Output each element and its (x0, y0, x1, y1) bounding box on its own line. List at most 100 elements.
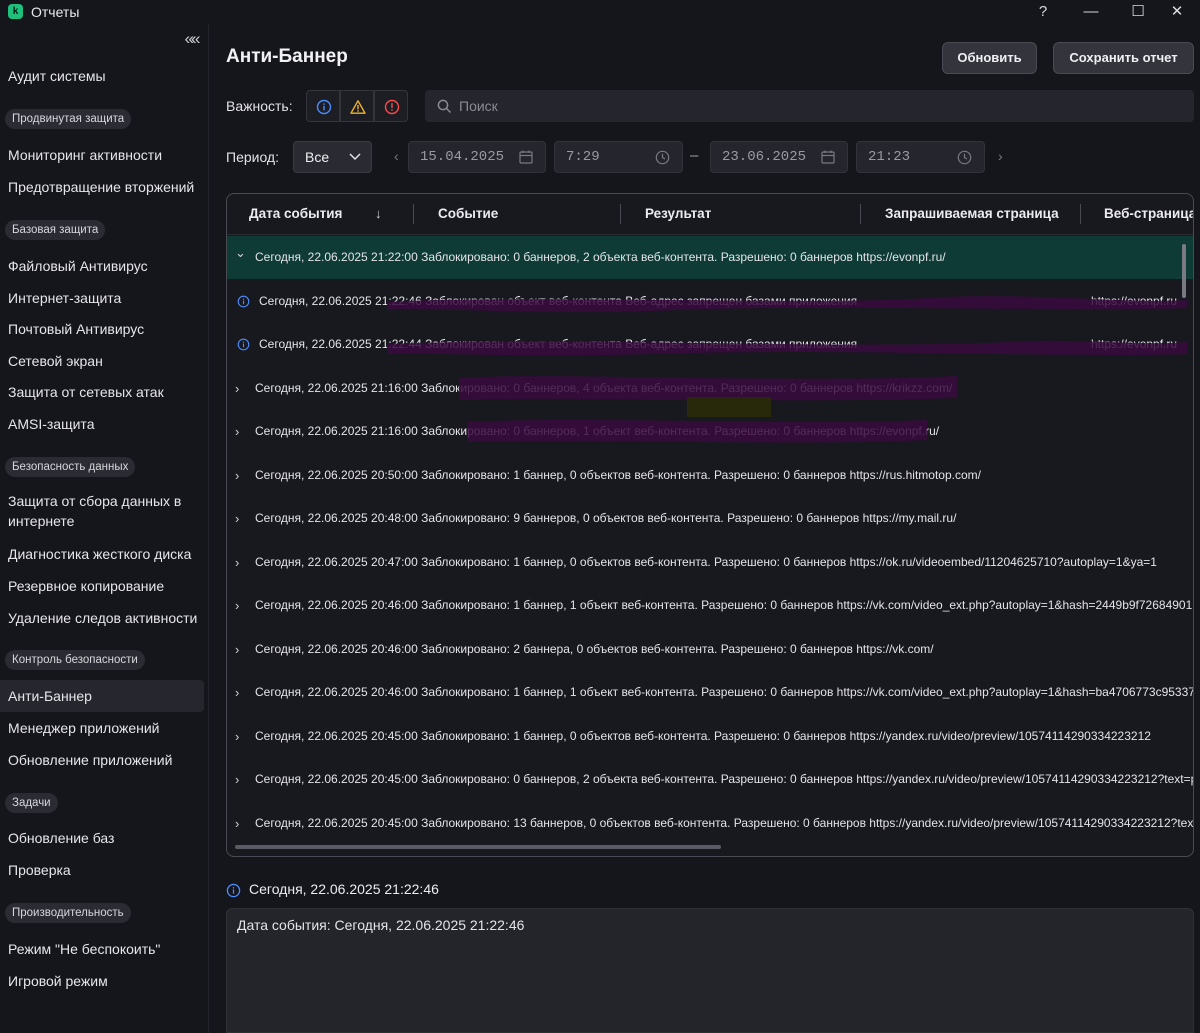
time-from-value: 7:29 (566, 149, 600, 165)
clock-icon (655, 150, 670, 165)
row-text: Сегодня, 22.06.2025 21:16:00 Заблокирова… (255, 424, 940, 438)
critical-icon (384, 99, 400, 115)
sidebar-item[interactable]: Сетевой экран (8, 353, 103, 369)
time-to-field[interactable]: 21:23 (856, 141, 985, 173)
date-from-field[interactable]: 15.04.2025 (408, 141, 546, 173)
refresh-button[interactable]: Обновить (942, 42, 1037, 74)
period-select-value: Все (305, 149, 330, 165)
row-text: Сегодня, 22.06.2025 20:50:00 Заблокирова… (255, 467, 981, 482)
table-row[interactable]: › Сегодня, 22.06.2025 20:48:00 Заблокиров… (227, 497, 1193, 540)
table-row[interactable]: › Сегодня, 22.06.2025 21:16:00 Заблокиров… (227, 410, 1193, 453)
date-to-field[interactable]: 23.06.2025 (710, 141, 848, 173)
info-icon (316, 99, 332, 115)
table-row[interactable]: ⌄ Сегодня, 22.06.2025 21:22:00 Заблокиров… (227, 236, 1193, 279)
sidebar-item[interactable]: Режим "Не беспокоить" (8, 941, 161, 957)
close-button[interactable]: ✕ (1170, 3, 1184, 20)
period-select[interactable]: Все (293, 141, 372, 173)
calendar-icon (519, 150, 533, 164)
sidebar-section-label: Контроль безопасности (5, 650, 145, 670)
row-text: Сегодня, 22.06.2025 20:45:00 Заблокирова… (255, 728, 1151, 743)
help-button[interactable]: ? (1038, 3, 1048, 20)
chevron-right-icon[interactable]: › (235, 554, 240, 570)
sidebar-item[interactable]: Аудит системы (8, 68, 106, 84)
severity-info-toggle[interactable] (306, 90, 340, 122)
table-row[interactable]: › Сегодня, 22.06.2025 20:45:00 Заблокиров… (227, 715, 1193, 758)
page-title: Анти-Баннер (226, 46, 348, 67)
row-text: Сегодня, 22.06.2025 21:22:00 Заблокирова… (255, 250, 946, 264)
sidebar-item[interactable]: Резервное копирование (8, 578, 165, 594)
table-row[interactable]: › Сегодня, 22.06.2025 20:46:00 Заблокиров… (227, 628, 1193, 671)
table-row[interactable]: Сегодня, 22.06.2025 21:22:46 Заблокирова… (227, 280, 1193, 323)
column-separator[interactable] (413, 204, 414, 224)
chevron-down-icon[interactable]: ⌄ (235, 245, 246, 260)
sidebar-item[interactable]: Интернет-защита (8, 290, 122, 306)
column-separator[interactable] (620, 204, 621, 224)
chevron-right-icon[interactable]: › (235, 511, 240, 526)
events-table: Дата события ↓ Событие Результат Запраши… (226, 193, 1194, 857)
vertical-scrollbar[interactable] (1182, 244, 1186, 298)
column-web-page[interactable]: Веб-страница (1104, 206, 1194, 221)
chevron-right-icon[interactable]: › (235, 685, 240, 700)
table-row[interactable]: › Сегодня, 22.06.2025 20:47:00 Заблокиров… (227, 541, 1193, 584)
column-requested-page[interactable]: Запрашиваемая страница (885, 206, 1059, 221)
column-separator[interactable] (1080, 204, 1081, 224)
sidebar-item[interactable]: Мониторинг активности (8, 147, 163, 163)
table-row[interactable]: › Сегодня, 22.06.2025 20:46:00 Заблокиров… (227, 671, 1193, 714)
chevron-right-icon[interactable]: › (235, 815, 240, 831)
column-separator[interactable] (860, 204, 861, 224)
row-text: Сегодня, 22.06.2025 20:46:00 Заблокирова… (255, 598, 1194, 612)
table-body: ⌄ Сегодня, 22.06.2025 21:22:00 Заблокиров… (227, 236, 1194, 846)
chevron-right-icon[interactable]: › (235, 772, 240, 787)
time-from-field[interactable]: 7:29 (554, 141, 683, 173)
sort-down-icon[interactable]: ↓ (375, 206, 382, 221)
column-event[interactable]: Событие (438, 206, 499, 221)
row-url: https://evonpf.ru (1091, 337, 1178, 351)
maximize-button[interactable]: ☐ (1131, 3, 1145, 20)
sidebar-item[interactable]: Проверка (8, 862, 71, 878)
save-report-button[interactable]: Сохранить отчет (1053, 42, 1194, 74)
column-date[interactable]: Дата события (249, 206, 343, 221)
search-input[interactable] (459, 90, 1159, 122)
app-logo-icon: k (8, 4, 23, 19)
collapse-sidebar-icon[interactable]: «« (184, 29, 201, 48)
row-url: https://evonpf.ru (1091, 293, 1178, 308)
sidebar-item[interactable]: Защита от сбора данных в интернете (8, 493, 182, 529)
period-next-arrow[interactable]: › (998, 148, 1003, 164)
sidebar-item[interactable]: Обновление баз (8, 830, 115, 846)
chevron-right-icon[interactable]: › (235, 380, 240, 396)
row-text: Сегодня, 22.06.2025 20:45:00 Заблокирова… (255, 772, 1194, 786)
horizontal-scrollbar[interactable] (235, 845, 721, 849)
table-row[interactable]: › Сегодня, 22.06.2025 20:45:00 Заблокиров… (227, 802, 1193, 845)
severity-warning-toggle[interactable] (340, 90, 374, 122)
details-body: Дата события: Сегодня, 22.06.2025 21:22:… (237, 917, 525, 933)
table-row[interactable]: › Сегодня, 22.06.2025 21:16:00 Заблокиров… (227, 367, 1193, 410)
table-row[interactable]: › Сегодня, 22.06.2025 20:46:00 Заблокиров… (227, 584, 1194, 627)
row-text: Сегодня, 22.06.2025 21:16:00 Заблокирова… (255, 380, 953, 395)
table-row[interactable]: › Сегодня, 22.06.2025 20:45:00 Заблокиров… (227, 758, 1194, 801)
table-row[interactable]: Сегодня, 22.06.2025 21:22:44 Заблокирова… (227, 323, 1193, 366)
chevron-right-icon[interactable]: › (235, 424, 240, 439)
table-row[interactable]: › Сегодня, 22.06.2025 20:50:00 Заблокиров… (227, 454, 1193, 497)
sidebar-section-label: Продвинутая защита (5, 109, 132, 129)
warning-icon (350, 100, 366, 114)
sidebar-item[interactable]: AMSI-защита (8, 416, 95, 432)
period-prev-arrow[interactable]: ‹ (394, 148, 399, 164)
minimize-button[interactable]: — (1083, 3, 1099, 20)
sidebar-item[interactable]: Диагностика жесткого диска (8, 546, 192, 562)
chevron-right-icon[interactable]: › (235, 598, 240, 613)
column-result[interactable]: Результат (645, 206, 712, 221)
sidebar-item[interactable]: Почтовый Антивирус (8, 321, 145, 337)
chevron-right-icon[interactable]: › (235, 728, 240, 744)
sidebar-item[interactable]: Предотвращение вторжений (8, 179, 195, 195)
chevron-right-icon[interactable]: › (235, 641, 240, 657)
sidebar-item[interactable]: Обновление приложений (8, 752, 173, 768)
sidebar-item[interactable]: Файловый Антивирус (8, 258, 148, 274)
sidebar-item[interactable]: Анти-Баннер (0, 680, 204, 712)
sidebar-item[interactable]: Менеджер приложений (8, 720, 160, 736)
sidebar-item[interactable]: Игровой режим (8, 973, 108, 989)
table-header: Дата события ↓ Событие Результат Запраши… (227, 194, 1194, 235)
sidebar-item[interactable]: Защита от сетевых атак (8, 384, 164, 400)
chevron-right-icon[interactable]: › (235, 467, 240, 483)
sidebar-item[interactable]: Удаление следов активности (8, 610, 198, 626)
severity-critical-toggle[interactable] (374, 90, 408, 122)
